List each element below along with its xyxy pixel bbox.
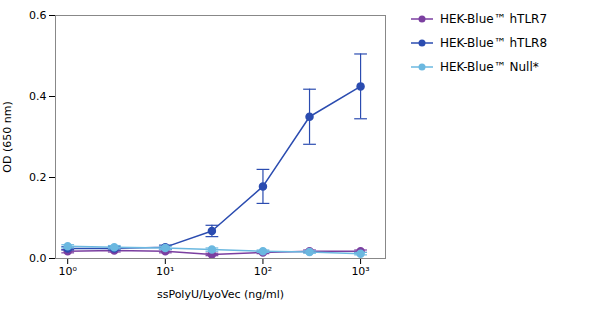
- svg-text:0.2: 0.2: [29, 171, 47, 184]
- svg-text:0.0: 0.0: [29, 252, 47, 265]
- svg-text:10¹: 10¹: [156, 265, 174, 278]
- html-text:HEK-Blue™ hTLR7: HEK-Blue™ hTLR7: [440, 12, 548, 26]
- html-text:HEK-Blue™ hTLR8: HEK-Blue™ hTLR8: [440, 36, 548, 50]
- svg-text:10⁰: 10⁰: [58, 265, 77, 278]
- html-text:HEK-Blue™ Null*: HEK-Blue™ Null*: [440, 60, 539, 74]
- svg-text:0.4: 0.4: [29, 90, 47, 103]
- svg-text:10³: 10³: [351, 265, 369, 278]
- svg-text:ssPolyU/LyoVec (ng/ml): ssPolyU/LyoVec (ng/ml): [157, 288, 284, 301]
- svg-text:0.6: 0.6: [29, 9, 47, 22]
- svg-text:10²: 10²: [254, 265, 272, 278]
- svg-text:OD (650 nm): OD (650 nm): [1, 101, 14, 172]
